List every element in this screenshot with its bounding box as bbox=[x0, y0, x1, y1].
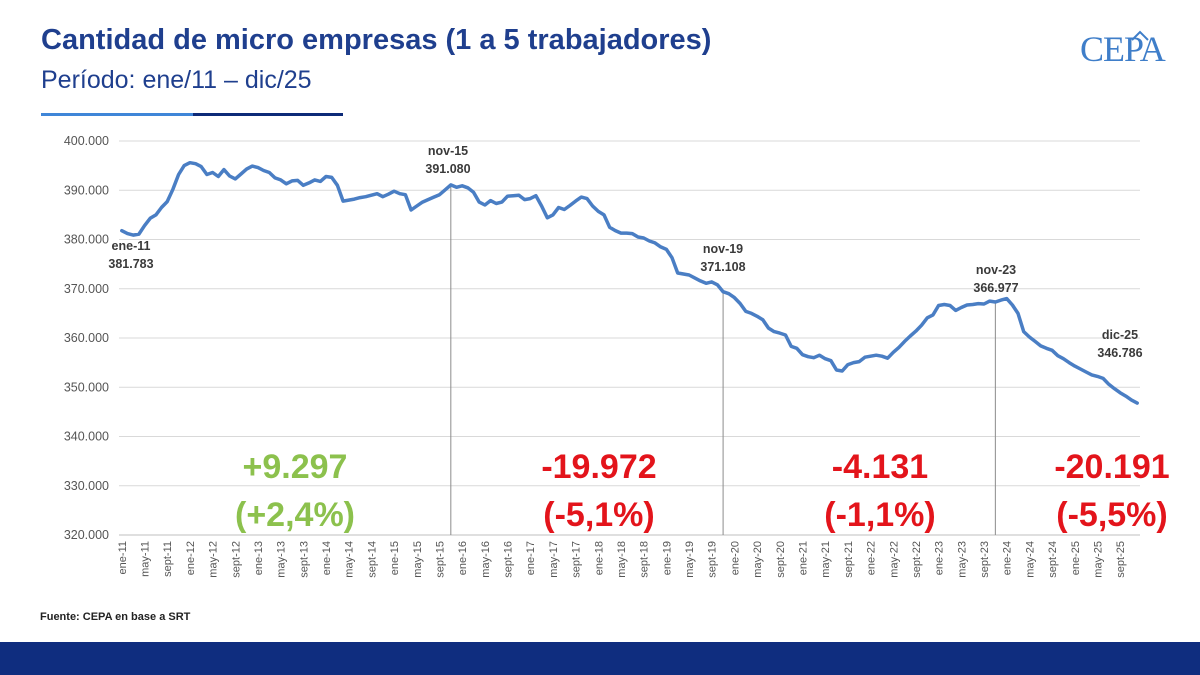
x-tick-label: sept-17 bbox=[571, 541, 583, 578]
x-tick-label: may-16 bbox=[480, 541, 492, 578]
x-tick-label: may-17 bbox=[548, 541, 560, 578]
x-tick-label: may-11 bbox=[140, 541, 152, 577]
y-tick-label: 380.000 bbox=[64, 233, 109, 247]
x-tick-label: ene-14 bbox=[321, 541, 333, 575]
y-tick-label: 350.000 bbox=[64, 380, 109, 394]
annotation-date: nov-15 bbox=[428, 144, 468, 158]
annotation-value: 371.108 bbox=[700, 260, 745, 274]
period-change-abs: -4.131 bbox=[832, 448, 928, 486]
period-change-pct: (-5,1%) bbox=[543, 496, 654, 534]
period-change-pct: (+2,4%) bbox=[235, 496, 355, 534]
footer-bar bbox=[0, 642, 1200, 675]
y-tick-label: 400.000 bbox=[64, 134, 109, 148]
x-tick-label: sept-23 bbox=[979, 541, 991, 578]
y-tick-label: 390.000 bbox=[64, 183, 109, 197]
x-tick-label: ene-13 bbox=[253, 541, 265, 575]
x-tick-label: may-23 bbox=[956, 541, 968, 578]
x-tick-label: sept-12 bbox=[230, 541, 242, 578]
x-tick-label: ene-15 bbox=[389, 541, 401, 575]
y-tick-label: 340.000 bbox=[64, 430, 109, 444]
x-tick-label: may-19 bbox=[684, 541, 696, 578]
y-tick-label: 370.000 bbox=[64, 282, 109, 296]
x-tick-label: may-25 bbox=[1092, 541, 1104, 578]
x-tick-label: ene-23 bbox=[934, 541, 946, 575]
annotation-value: 391.080 bbox=[425, 162, 470, 176]
annotation-date: nov-19 bbox=[703, 242, 743, 256]
annotation-date: dic-25 bbox=[1102, 328, 1138, 342]
x-tick-label: may-14 bbox=[344, 541, 356, 578]
x-tick-label: may-18 bbox=[616, 541, 628, 578]
x-tick-label: ene-17 bbox=[525, 541, 537, 575]
x-tick-label: ene-22 bbox=[866, 541, 878, 575]
x-tick-label: sept-22 bbox=[911, 541, 923, 578]
x-tick-label: ene-21 bbox=[798, 541, 810, 575]
x-tick-label: sept-11 bbox=[162, 541, 174, 577]
period-change-pct: (-1,1%) bbox=[824, 496, 935, 534]
x-tick-label: sept-21 bbox=[843, 541, 855, 578]
line-chart: 320.000 330.000 340.000 350.000 360.000 370.0… bbox=[64, 134, 1170, 578]
x-tick-label: ene-19 bbox=[661, 541, 673, 575]
x-tick-label: sept-18 bbox=[639, 541, 651, 578]
x-tick-label: ene-20 bbox=[729, 541, 741, 575]
x-tick-label: ene-25 bbox=[1070, 541, 1082, 575]
period-change-abs: -19.972 bbox=[541, 448, 656, 486]
annotation-date: nov-23 bbox=[976, 263, 1016, 277]
x-tick-label: sept-25 bbox=[1115, 541, 1127, 578]
title-underline-dark bbox=[193, 113, 343, 116]
chart-title: Cantidad de micro empresas (1 a 5 trabaj… bbox=[41, 24, 712, 56]
x-tick-label: may-21 bbox=[820, 541, 832, 578]
x-tick-label: ene-16 bbox=[457, 541, 469, 575]
chart-subtitle: Período: ene/11 – dic/25 bbox=[41, 66, 312, 94]
annotation-date: ene-11 bbox=[112, 239, 151, 253]
x-tick-label: sept-13 bbox=[298, 541, 310, 578]
logo-text: CEPA bbox=[1080, 29, 1166, 69]
x-tick-label: may-20 bbox=[752, 541, 764, 578]
x-tick-label: may-15 bbox=[412, 541, 424, 578]
period-change-abs: +9.297 bbox=[243, 448, 348, 486]
x-tick-label: sept-14 bbox=[366, 541, 378, 578]
x-tick-label: ene-24 bbox=[1002, 541, 1014, 575]
logo-accent-icon bbox=[1131, 30, 1149, 41]
annotation-value: 366.977 bbox=[973, 281, 1018, 295]
y-tick-label: 360.000 bbox=[64, 331, 109, 345]
y-tick-label: 330.000 bbox=[64, 479, 109, 493]
x-tick-label: ene-11 bbox=[117, 541, 129, 574]
x-tick-label: sept-20 bbox=[775, 541, 787, 578]
x-tick-label: sept-16 bbox=[503, 541, 515, 578]
x-tick-label: sept-24 bbox=[1047, 541, 1059, 578]
x-tick-label: may-24 bbox=[1024, 541, 1036, 578]
period-change-abs: -20.191 bbox=[1054, 448, 1169, 486]
x-tick-label: may-22 bbox=[888, 541, 900, 578]
series-line bbox=[120, 160, 1139, 405]
period-change-pct: (-5,5%) bbox=[1056, 496, 1167, 534]
source-note: Fuente: CEPA en base a SRT bbox=[40, 611, 191, 623]
cepa-logo: CEPA bbox=[1080, 28, 1166, 70]
x-tick-label: sept-19 bbox=[707, 541, 719, 578]
x-tick-label: may-13 bbox=[276, 541, 288, 578]
x-tick-label: sept-15 bbox=[434, 541, 446, 578]
x-tick-label: may-12 bbox=[208, 541, 220, 578]
title-underline-light bbox=[41, 113, 193, 116]
annotation-value: 346.786 bbox=[1097, 346, 1142, 360]
annotation-value: 381.783 bbox=[108, 257, 153, 271]
x-tick-label: ene-12 bbox=[185, 541, 197, 575]
x-tick-label: ene-18 bbox=[593, 541, 605, 575]
y-tick-label: 320.000 bbox=[64, 528, 109, 542]
